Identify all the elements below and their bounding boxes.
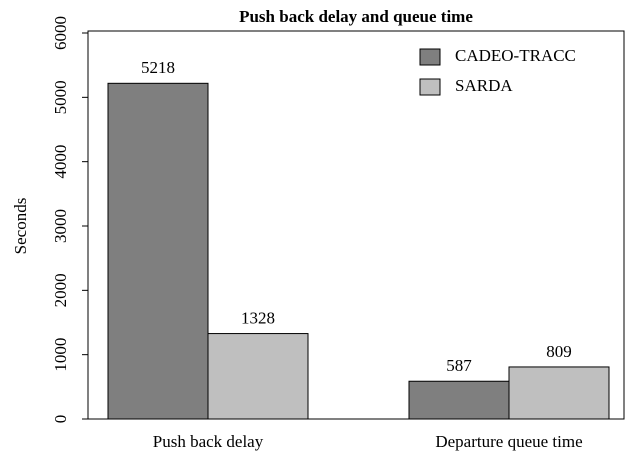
data-label: 587 xyxy=(446,356,472,375)
y-tick-label: 1000 xyxy=(51,338,70,372)
data-label: 809 xyxy=(546,342,572,361)
legend-swatch xyxy=(419,78,441,96)
bar xyxy=(107,82,209,420)
data-label: 1328 xyxy=(241,308,275,327)
y-tick-label: 2000 xyxy=(51,273,70,307)
legend-label: CADEO-TRACC xyxy=(455,46,576,65)
bar xyxy=(207,333,309,420)
y-tick-label: 4000 xyxy=(51,145,70,179)
y-tick-label: 5000 xyxy=(51,80,70,114)
bar xyxy=(508,366,610,420)
chart-title: Push back delay and queue time xyxy=(239,7,473,26)
y-tick-label: 3000 xyxy=(51,209,70,243)
bar xyxy=(408,380,510,420)
y-tick-label: 0 xyxy=(51,415,70,424)
y-tick-label: 6000 xyxy=(51,16,70,50)
plot-frame xyxy=(87,30,625,420)
legend-swatch xyxy=(419,48,441,66)
data-label: 5218 xyxy=(141,58,175,77)
legend-label: SARDA xyxy=(455,76,513,95)
x-tick-label: Departure queue time xyxy=(435,432,582,451)
x-tick-label: Push back delay xyxy=(153,432,264,451)
y-axis-label: Seconds xyxy=(11,198,30,255)
